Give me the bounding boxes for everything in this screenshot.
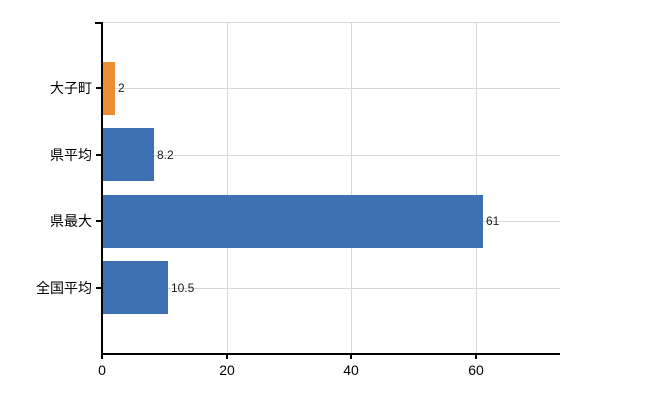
bar-value-label: 10.5	[171, 281, 195, 295]
y-axis-cap-tick	[95, 22, 102, 24]
v-gridline	[227, 22, 228, 354]
category-label: 大子町	[50, 80, 92, 96]
h-gridline	[102, 155, 560, 156]
v-gridline	[476, 22, 477, 354]
x-tick-label: 20	[219, 362, 235, 378]
x-tick-label: 0	[98, 362, 106, 378]
x-tick-label: 40	[343, 362, 359, 378]
x-axis-tick	[226, 354, 228, 359]
y-axis-tick	[96, 220, 102, 222]
bar	[103, 195, 483, 248]
bar-value-label: 61	[486, 214, 500, 228]
h-gridline	[102, 288, 560, 289]
category-label: 県最大	[50, 213, 92, 229]
bar	[103, 62, 115, 115]
v-gridline	[351, 22, 352, 354]
x-tick-label: 60	[468, 362, 484, 378]
bar-value-label: 2	[118, 81, 125, 95]
bar	[103, 128, 154, 181]
x-axis-tick	[350, 354, 352, 359]
category-label: 全国平均	[36, 280, 92, 296]
x-axis-tick	[101, 354, 103, 359]
bar-value-label: 8.2	[157, 148, 174, 162]
plot-top-border	[102, 22, 560, 23]
y-axis-line	[101, 22, 103, 355]
y-axis-tick	[96, 154, 102, 156]
x-axis-line	[101, 353, 560, 355]
bar	[103, 261, 168, 314]
y-axis-tick	[96, 87, 102, 89]
y-axis-tick	[96, 287, 102, 289]
category-label: 県平均	[50, 147, 92, 163]
h-gridline	[102, 88, 560, 89]
x-axis-tick	[475, 354, 477, 359]
